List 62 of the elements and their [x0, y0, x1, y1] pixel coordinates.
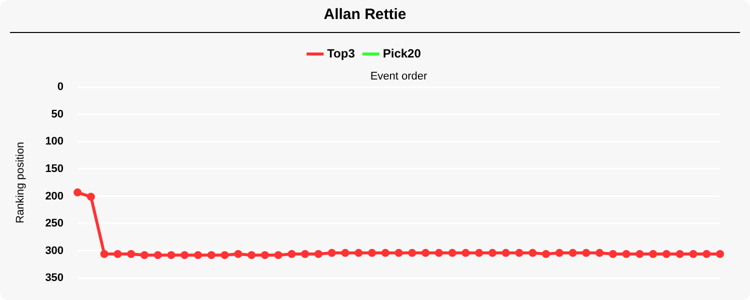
point	[127, 250, 136, 258]
point	[368, 248, 376, 257]
point	[582, 248, 590, 257]
point	[74, 188, 82, 196]
point	[194, 251, 202, 260]
point	[475, 248, 484, 257]
point	[234, 250, 242, 258]
legend-label: Pick20	[382, 46, 422, 60]
point	[207, 251, 216, 260]
y-tick-label: 50	[51, 108, 64, 120]
point	[596, 248, 604, 257]
point	[676, 250, 684, 258]
point	[248, 251, 256, 260]
legend-label: Top3	[327, 46, 356, 60]
y-axis-title: Ranking position	[14, 142, 27, 224]
y-tick-label: 100	[45, 136, 64, 148]
point	[100, 250, 108, 258]
point	[649, 250, 658, 258]
point	[167, 251, 176, 260]
point	[260, 251, 269, 260]
point	[702, 250, 711, 258]
point	[528, 248, 537, 257]
point	[288, 250, 296, 258]
point	[662, 250, 670, 258]
point	[180, 251, 189, 260]
point	[636, 250, 644, 258]
point	[140, 251, 148, 260]
y-tick-label: 150	[45, 163, 64, 176]
y-tick-label: 250	[45, 218, 64, 230]
point	[434, 248, 443, 257]
point	[394, 248, 403, 257]
point	[622, 250, 630, 258]
y-tick-label: 300	[45, 244, 64, 257]
x-axis-title: Event order	[370, 70, 428, 83]
point	[488, 248, 496, 257]
point	[114, 250, 122, 258]
point	[502, 248, 510, 257]
point	[301, 250, 310, 258]
point	[462, 248, 470, 257]
point	[274, 251, 282, 260]
point	[314, 250, 322, 258]
point	[328, 248, 336, 257]
point	[354, 248, 363, 257]
y-tick-label: 200	[45, 190, 64, 202]
point	[86, 192, 95, 201]
point	[555, 248, 564, 257]
y-tick-label: 0	[57, 81, 64, 94]
point	[542, 250, 550, 258]
point	[448, 248, 456, 257]
point	[408, 248, 416, 257]
point	[422, 248, 430, 257]
point	[381, 248, 390, 257]
chart-title: Allan Rettie	[324, 6, 406, 24]
point	[515, 248, 524, 257]
point	[568, 248, 577, 257]
point	[341, 248, 350, 257]
point	[689, 250, 698, 258]
point	[220, 251, 229, 260]
y-tick-label: 350	[45, 272, 64, 284]
point	[608, 250, 617, 258]
point	[154, 251, 162, 260]
point	[716, 250, 724, 258]
